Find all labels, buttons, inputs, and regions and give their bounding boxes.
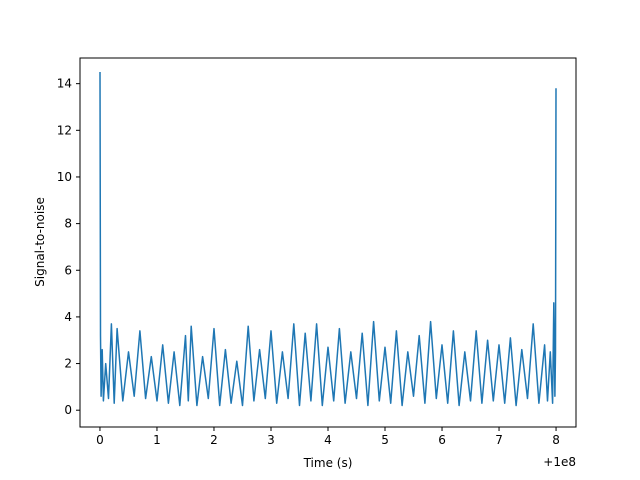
x-tick-label: 1 bbox=[153, 433, 161, 447]
y-tick-label: 8 bbox=[64, 217, 72, 231]
y-axis-ticks: 0 2 4 6 8 10 12 14 bbox=[57, 77, 80, 417]
y-tick-label: 4 bbox=[64, 310, 72, 324]
y-tick-label: 14 bbox=[57, 77, 72, 91]
x-tick-label: 5 bbox=[381, 433, 389, 447]
x-tick-label: 4 bbox=[324, 433, 332, 447]
y-tick-label: 2 bbox=[64, 357, 72, 371]
y-tick-label: 0 bbox=[64, 403, 72, 417]
y-tick-label: 6 bbox=[64, 263, 72, 277]
x-tick-label: 0 bbox=[96, 433, 104, 447]
y-tick-label: 12 bbox=[57, 123, 72, 137]
x-axis-label: Time (s) bbox=[303, 456, 353, 470]
x-tick-label: 2 bbox=[210, 433, 218, 447]
y-tick-label: 10 bbox=[57, 170, 72, 184]
x-tick-label: 3 bbox=[267, 433, 275, 447]
series-layer bbox=[99, 71, 557, 407]
series-line-0 bbox=[99, 71, 557, 407]
x-axis-ticks: 0 1 2 3 4 5 6 7 8 bbox=[96, 427, 560, 447]
x-tick-label: 7 bbox=[495, 433, 503, 447]
x-tick-label: 6 bbox=[438, 433, 446, 447]
y-axis-label: Signal-to-noise bbox=[33, 197, 47, 287]
x-axis-offset-label: +1e8 bbox=[543, 455, 576, 469]
x-tick-label: 8 bbox=[552, 433, 560, 447]
